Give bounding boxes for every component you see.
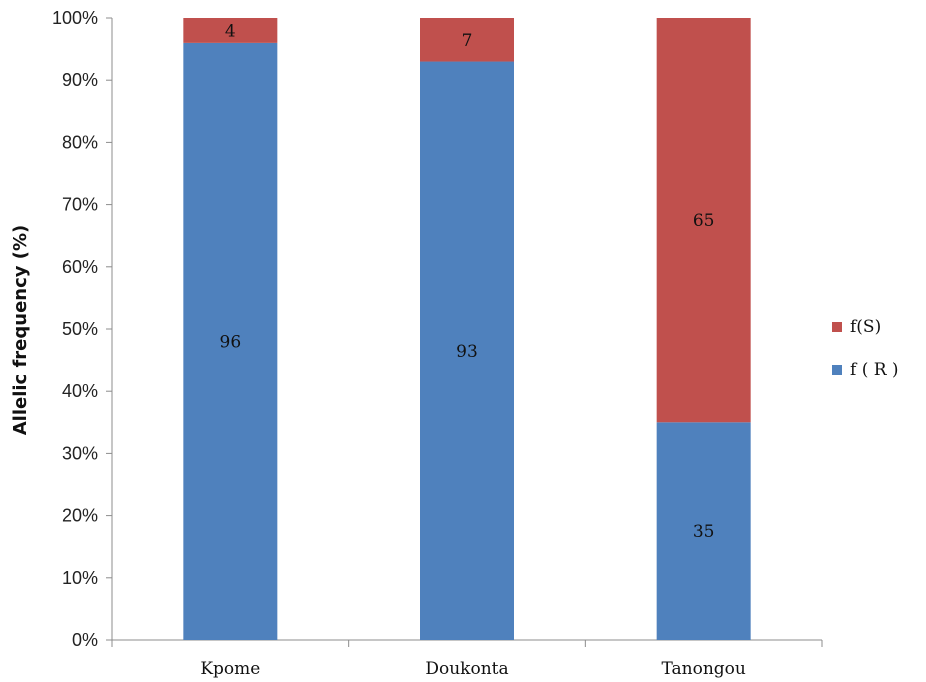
legend: f(S) f ( R ) bbox=[832, 317, 899, 380]
y-tick-label: 0% bbox=[72, 630, 98, 650]
y-tick-label: 30% bbox=[62, 443, 98, 463]
x-tick-label: Tanongou bbox=[661, 659, 745, 679]
legend-swatch bbox=[832, 365, 842, 375]
data-label: 4 bbox=[225, 21, 236, 41]
bars bbox=[183, 18, 751, 641]
y-tick-label: 90% bbox=[62, 70, 98, 90]
y-tick-label: 80% bbox=[62, 132, 98, 152]
x-tick-label: Doukonta bbox=[425, 659, 508, 679]
y-tick-label: 10% bbox=[62, 568, 98, 588]
legend-swatch bbox=[832, 322, 842, 332]
data-label: 96 bbox=[220, 332, 242, 352]
data-label: 35 bbox=[693, 522, 715, 542]
data-label: 65 bbox=[693, 211, 715, 231]
y-tick-label: 100% bbox=[52, 8, 98, 28]
y-tick-label: 20% bbox=[62, 506, 98, 526]
y-tick-label: 60% bbox=[62, 257, 98, 277]
axes: 0% 10% 20% 30% 40% 50% 60% 70% 80% 90% 100% Kpome Do… bbox=[52, 8, 823, 679]
bar bbox=[183, 42, 278, 640]
y-tick-label: 50% bbox=[62, 319, 98, 339]
data-label: 7 bbox=[462, 31, 473, 51]
bar bbox=[420, 18, 514, 62]
x-tick-label: Kpome bbox=[200, 659, 260, 679]
y-tick-label: 70% bbox=[62, 195, 98, 215]
y-axis-label: Allelic frequency (%) bbox=[10, 225, 31, 436]
y-tick-label: 40% bbox=[62, 381, 98, 401]
bar bbox=[656, 422, 751, 640]
bar bbox=[183, 18, 278, 43]
legend-label: f ( R ) bbox=[850, 360, 899, 380]
data-labels: 96 4 93 7 35 65 bbox=[220, 21, 715, 542]
bar bbox=[656, 18, 751, 423]
data-label: 93 bbox=[456, 342, 478, 362]
legend-label: f(S) bbox=[850, 317, 881, 337]
bar bbox=[420, 61, 514, 641]
